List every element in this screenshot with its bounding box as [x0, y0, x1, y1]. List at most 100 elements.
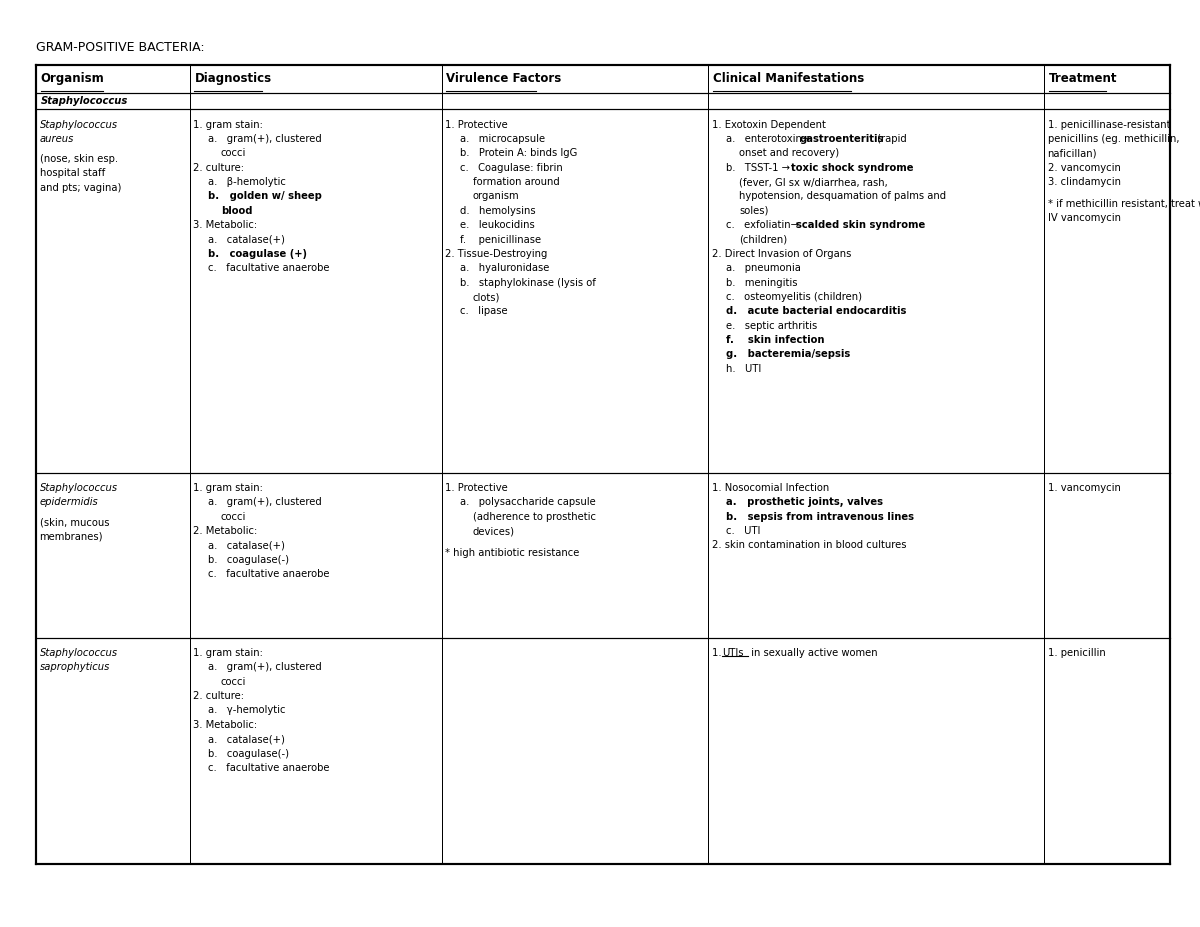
- Text: clots): clots): [473, 292, 500, 302]
- Text: a.   enterotoxin→: a. enterotoxin→: [726, 134, 814, 144]
- Text: UTIs: UTIs: [722, 648, 744, 658]
- Text: hospital staff: hospital staff: [40, 169, 104, 178]
- Text: a.   pneumonia: a. pneumonia: [726, 263, 800, 273]
- Text: c.   lipase: c. lipase: [460, 306, 508, 316]
- Text: * high antibiotic resistance: * high antibiotic resistance: [445, 548, 580, 558]
- Text: b.   golden w/ sheep: b. golden w/ sheep: [208, 191, 322, 201]
- Text: c.   facultative anaerobe: c. facultative anaerobe: [208, 569, 329, 579]
- Text: 1. gram stain:: 1. gram stain:: [193, 648, 263, 658]
- Text: (rapid: (rapid: [874, 134, 906, 144]
- Text: c.   exfoliatin→: c. exfoliatin→: [726, 220, 802, 230]
- Text: e.   leukocidins: e. leukocidins: [460, 220, 534, 230]
- Text: 2. Tissue-Destroying: 2. Tissue-Destroying: [445, 248, 547, 259]
- Text: in sexually active women: in sexually active women: [748, 648, 877, 658]
- Text: penicillins (eg. methicillin,: penicillins (eg. methicillin,: [1048, 134, 1180, 144]
- Text: cocci: cocci: [221, 677, 246, 687]
- Text: naficillan): naficillan): [1048, 148, 1097, 159]
- Text: a.   catalase(+): a. catalase(+): [208, 734, 284, 744]
- Text: cocci: cocci: [221, 148, 246, 159]
- Text: c.   osteomyelitis (children): c. osteomyelitis (children): [726, 292, 862, 302]
- Text: 2. Metabolic:: 2. Metabolic:: [193, 527, 258, 536]
- Text: organism: organism: [473, 191, 520, 201]
- Text: 2. culture:: 2. culture:: [193, 692, 245, 701]
- Text: a.   polysaccharide capsule: a. polysaccharide capsule: [460, 498, 595, 507]
- Text: a.   microcapsule: a. microcapsule: [460, 134, 545, 144]
- Text: a.   γ-hemolytic: a. γ-hemolytic: [208, 705, 286, 716]
- Text: a.   catalase(+): a. catalase(+): [208, 540, 284, 551]
- Text: 2. Direct Invasion of Organs: 2. Direct Invasion of Organs: [712, 248, 851, 259]
- Text: Clinical Manifestations: Clinical Manifestations: [713, 72, 864, 85]
- Text: cocci: cocci: [221, 512, 246, 522]
- Text: Staphylococcus: Staphylococcus: [40, 483, 118, 493]
- Text: 3. Metabolic:: 3. Metabolic:: [193, 720, 257, 730]
- Text: (adherence to prosthetic: (adherence to prosthetic: [473, 512, 595, 522]
- Text: 1. penicillinase-resistant: 1. penicillinase-resistant: [1048, 120, 1170, 130]
- Text: aureus: aureus: [40, 134, 74, 144]
- Text: b.   TSST-1 →: b. TSST-1 →: [726, 162, 793, 172]
- Text: 1. Protective: 1. Protective: [445, 483, 508, 493]
- Text: gastroenteritis: gastroenteritis: [799, 134, 883, 144]
- Text: 1.: 1.: [712, 648, 725, 658]
- Text: d.   acute bacterial endocarditis: d. acute bacterial endocarditis: [726, 306, 906, 316]
- Text: Virulence Factors: Virulence Factors: [446, 72, 562, 85]
- Text: 3. clindamycin: 3. clindamycin: [1048, 177, 1121, 187]
- Text: (children): (children): [739, 235, 787, 245]
- Text: 1. vancomycin: 1. vancomycin: [1048, 483, 1121, 493]
- Text: Staphylococcus: Staphylococcus: [40, 648, 118, 658]
- Text: epidermidis: epidermidis: [40, 498, 98, 507]
- Text: f.    penicillinase: f. penicillinase: [460, 235, 541, 245]
- Text: 1. gram stain:: 1. gram stain:: [193, 483, 263, 493]
- Text: a.   gram(+), clustered: a. gram(+), clustered: [208, 134, 322, 144]
- Text: soles): soles): [739, 206, 768, 216]
- Text: saprophyticus: saprophyticus: [40, 662, 110, 672]
- Text: Treatment: Treatment: [1049, 72, 1117, 85]
- Text: c.   facultative anaerobe: c. facultative anaerobe: [208, 763, 329, 773]
- Text: Diagnostics: Diagnostics: [194, 72, 271, 85]
- Text: b.   coagulase(-): b. coagulase(-): [208, 554, 289, 565]
- Text: 2. skin contamination in blood cultures: 2. skin contamination in blood cultures: [712, 540, 906, 551]
- Text: 2. culture:: 2. culture:: [193, 162, 245, 172]
- Text: a.   hyaluronidase: a. hyaluronidase: [460, 263, 548, 273]
- Text: b.   meningitis: b. meningitis: [726, 277, 798, 287]
- Text: and pts; vagina): and pts; vagina): [40, 183, 121, 193]
- Text: b.   staphylokinase (lysis of: b. staphylokinase (lysis of: [460, 277, 595, 287]
- Text: onset and recovery): onset and recovery): [739, 148, 839, 159]
- Text: (fever, GI sx w/diarrhea, rash,: (fever, GI sx w/diarrhea, rash,: [739, 177, 888, 187]
- Text: d.   hemolysins: d. hemolysins: [460, 206, 535, 216]
- Text: membranes): membranes): [40, 532, 103, 541]
- Text: (nose, skin esp.: (nose, skin esp.: [40, 154, 118, 164]
- Text: a.   catalase(+): a. catalase(+): [208, 235, 284, 245]
- Text: Staphylococcus: Staphylococcus: [40, 120, 118, 130]
- Text: * if methicillin resistant, treat w/: * if methicillin resistant, treat w/: [1048, 198, 1200, 209]
- Text: 1. Nosocomial Infection: 1. Nosocomial Infection: [712, 483, 829, 493]
- Text: b.   coagulase(-): b. coagulase(-): [208, 749, 289, 758]
- Text: h.   UTI: h. UTI: [726, 363, 761, 374]
- Text: a.   gram(+), clustered: a. gram(+), clustered: [208, 662, 322, 672]
- Text: b.   Protein A: binds IgG: b. Protein A: binds IgG: [460, 148, 577, 159]
- Text: 1. penicillin: 1. penicillin: [1048, 648, 1105, 658]
- Text: f.    skin infection: f. skin infection: [726, 335, 824, 345]
- Text: e.   septic arthritis: e. septic arthritis: [726, 321, 817, 331]
- Text: toxic shock syndrome: toxic shock syndrome: [791, 162, 913, 172]
- Text: a.   gram(+), clustered: a. gram(+), clustered: [208, 498, 322, 507]
- Text: Staphylococcus: Staphylococcus: [41, 96, 128, 106]
- Text: 2. vancomycin: 2. vancomycin: [1048, 162, 1121, 172]
- Text: IV vancomycin: IV vancomycin: [1048, 213, 1121, 223]
- Text: 3. Metabolic:: 3. Metabolic:: [193, 220, 257, 230]
- Text: 1. Protective: 1. Protective: [445, 120, 508, 130]
- Text: GRAM-POSITIVE BACTERIA:: GRAM-POSITIVE BACTERIA:: [36, 41, 205, 54]
- Text: hypotension, desquamation of palms and: hypotension, desquamation of palms and: [739, 191, 947, 201]
- Text: a.   β-hemolytic: a. β-hemolytic: [208, 177, 286, 187]
- Text: (skin, mucous: (skin, mucous: [40, 517, 109, 527]
- Text: c.   UTI: c. UTI: [726, 527, 761, 536]
- Text: b.   coagulase (+): b. coagulase (+): [208, 248, 307, 259]
- Text: blood: blood: [221, 206, 252, 216]
- Text: scalded skin syndrome: scalded skin syndrome: [796, 220, 925, 230]
- Text: formation around: formation around: [473, 177, 559, 187]
- Text: g.   bacteremia/sepsis: g. bacteremia/sepsis: [726, 349, 851, 360]
- Text: c.   Coagulase: fibrin: c. Coagulase: fibrin: [460, 162, 563, 172]
- Text: b.   sepsis from intravenous lines: b. sepsis from intravenous lines: [726, 512, 914, 522]
- Text: a.   prosthetic joints, valves: a. prosthetic joints, valves: [726, 498, 883, 507]
- Text: c.   facultative anaerobe: c. facultative anaerobe: [208, 263, 329, 273]
- Text: devices): devices): [473, 527, 515, 536]
